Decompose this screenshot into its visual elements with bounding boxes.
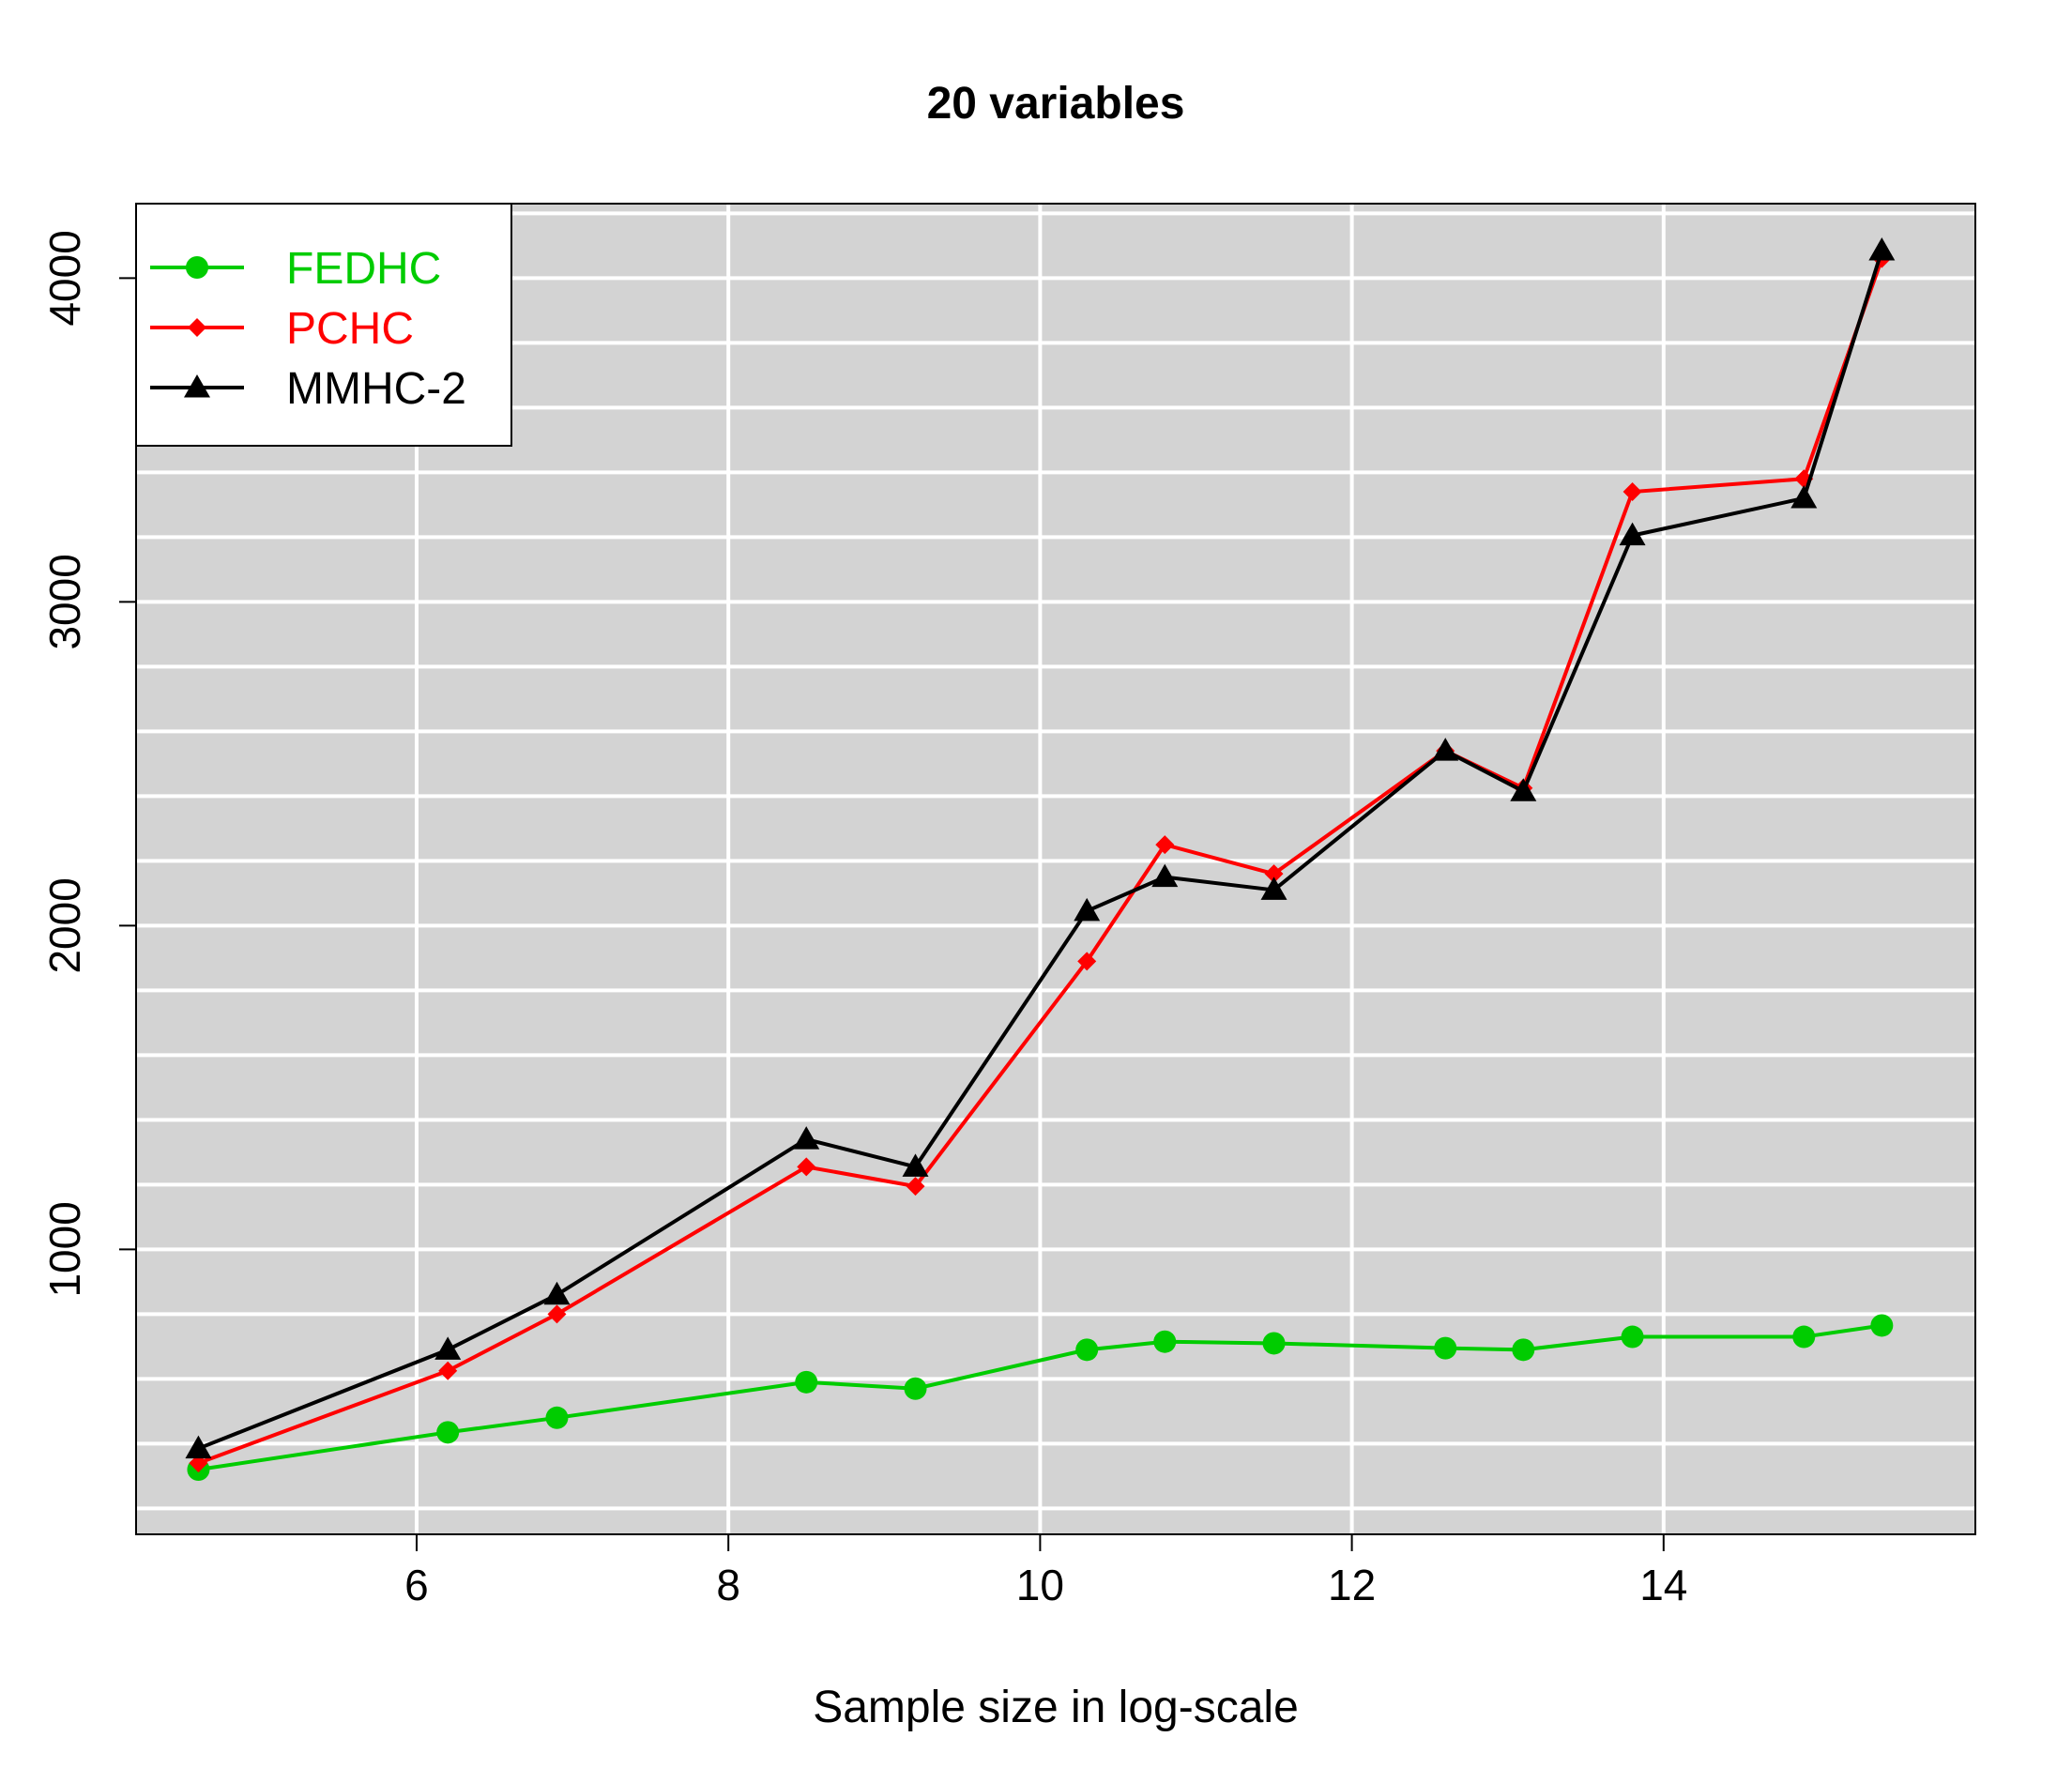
- x-tick-label: 10: [1016, 1561, 1064, 1609]
- data-point-pchc: [438, 1361, 458, 1380]
- chart-title: 20 variables: [927, 79, 1185, 129]
- data-point-mmhc-2: [793, 1126, 820, 1150]
- x-tick-label: 14: [1639, 1561, 1687, 1609]
- data-point-fedhc: [1792, 1325, 1816, 1349]
- grid-lines: [136, 204, 1975, 1534]
- data-point-fedhc: [436, 1421, 460, 1444]
- data-point-mmhc-2: [1790, 484, 1818, 509]
- y-tick-label: 4000: [40, 230, 89, 326]
- x-tick-label: 8: [716, 1561, 740, 1609]
- legend-label-pchc: PCHC: [286, 304, 414, 354]
- data-point-mmhc-2: [1260, 876, 1287, 900]
- data-point-fedhc: [795, 1370, 818, 1394]
- legend-marker-pchc: [188, 318, 206, 337]
- y-tick-label: 1000: [40, 1201, 89, 1297]
- data-point-mmhc-2: [1074, 897, 1101, 922]
- data-point-pchc: [906, 1177, 925, 1196]
- data-point-fedhc: [1621, 1325, 1644, 1349]
- x-tick-label: 12: [1328, 1561, 1376, 1609]
- data-point-pchc: [547, 1304, 567, 1324]
- x-axis: 6 8 10 12 14: [404, 1533, 1687, 1609]
- data-point-fedhc: [1434, 1336, 1457, 1360]
- data-point-pchc: [1264, 864, 1284, 884]
- data-point-pchc: [1155, 835, 1175, 855]
- data-point-fedhc: [1870, 1314, 1894, 1337]
- data-point-mmhc-2: [1619, 522, 1646, 546]
- data-point-fedhc: [1262, 1332, 1286, 1355]
- x-tick-label: 6: [404, 1561, 429, 1609]
- series-layer: [185, 237, 1896, 1481]
- data-point-mmhc-2: [1151, 863, 1179, 888]
- data-point-fedhc: [1512, 1338, 1535, 1362]
- series-mmhc-2: [185, 237, 1896, 1459]
- legend-marker-fedhc: [186, 256, 208, 279]
- data-point-mmhc-2: [1432, 738, 1459, 761]
- legend-label-mmhc-2: MMHC-2: [286, 364, 466, 414]
- data-point-mmhc-2: [543, 1281, 571, 1305]
- legend: FEDHC PCHC MMHC-2: [135, 203, 512, 447]
- data-point-mmhc-2: [1510, 778, 1537, 801]
- legend-marker-mmhc-2: [184, 374, 210, 398]
- data-point-mmhc-2: [1868, 237, 1896, 261]
- data-point-pchc: [1623, 482, 1642, 502]
- data-point-pchc: [189, 1454, 208, 1473]
- y-tick-label: 3000: [40, 554, 89, 649]
- data-point-pchc: [797, 1157, 816, 1177]
- data-point-fedhc: [1075, 1338, 1099, 1362]
- legend-label-fedhc: FEDHC: [286, 244, 441, 294]
- data-point-mmhc-2: [434, 1336, 462, 1360]
- data-point-mmhc-2: [185, 1435, 212, 1459]
- y-tick-label: 2000: [40, 877, 89, 973]
- data-point-mmhc-2: [902, 1153, 929, 1177]
- data-point-pchc: [1077, 952, 1097, 971]
- x-axis-label: Sample size in log-scale: [813, 1683, 1299, 1732]
- y-axis: 1000 2000 3000 4000: [40, 230, 137, 1298]
- data-point-fedhc: [1153, 1330, 1177, 1353]
- data-point-fedhc: [545, 1406, 569, 1429]
- data-point-fedhc: [904, 1377, 927, 1400]
